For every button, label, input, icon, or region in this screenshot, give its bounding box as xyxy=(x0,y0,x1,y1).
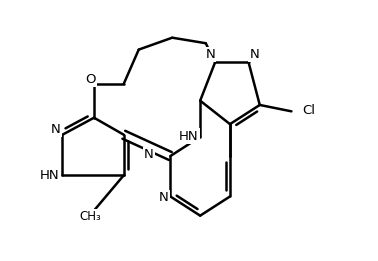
Text: CH₃: CH₃ xyxy=(79,210,101,223)
Text: N: N xyxy=(51,123,60,136)
Text: Cl: Cl xyxy=(302,104,315,117)
Text: HN: HN xyxy=(179,129,199,143)
Text: N: N xyxy=(159,191,169,204)
Text: N: N xyxy=(249,48,259,61)
Text: HN: HN xyxy=(40,169,59,182)
Text: N: N xyxy=(205,48,215,61)
Text: N: N xyxy=(144,148,154,161)
Text: O: O xyxy=(85,73,96,86)
